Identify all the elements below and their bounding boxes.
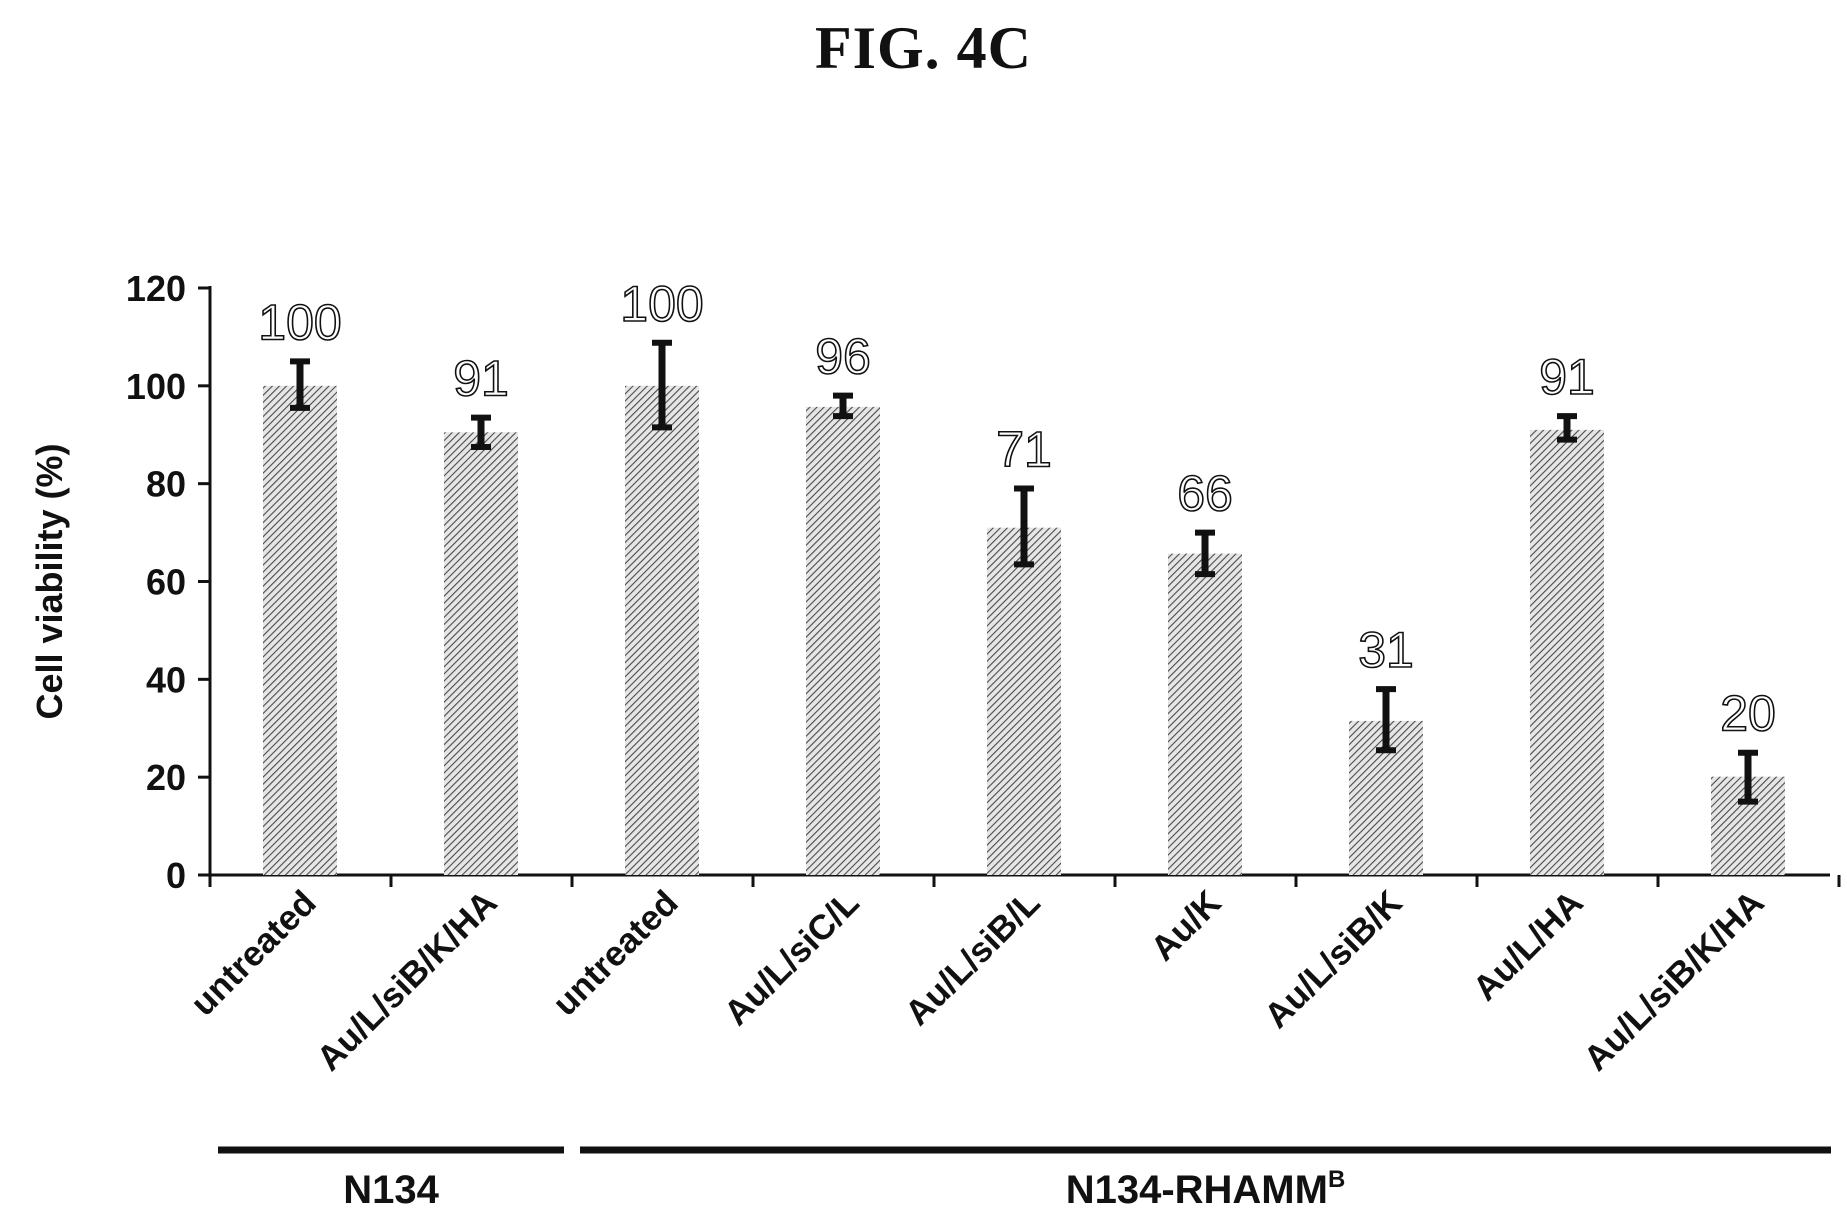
data-label: 91	[1539, 349, 1595, 405]
data-label: 100	[258, 294, 341, 350]
y-tick-label: 60	[146, 562, 186, 603]
data-label: 31	[1358, 622, 1414, 678]
category-label: Au/K	[1143, 883, 1228, 968]
group-label: N134-RHAMMB	[1066, 1166, 1346, 1212]
group-label-name: N134-RHAMM	[1066, 1168, 1328, 1212]
group-label-superscript: B	[1328, 1166, 1345, 1193]
bar	[625, 385, 699, 875]
bar	[806, 406, 880, 875]
bar	[987, 527, 1061, 875]
category-label: Au/L/HA	[1465, 883, 1590, 1008]
bar	[444, 432, 518, 875]
bar	[263, 385, 337, 875]
data-label: 96	[815, 329, 871, 385]
category-label: untreated	[545, 883, 685, 1023]
data-label: 71	[996, 422, 1052, 478]
y-tick-label: 20	[146, 757, 186, 798]
data-label: 66	[1177, 466, 1233, 522]
category-label: untreated	[183, 883, 323, 1023]
category-label: Au/L/siC/L	[717, 883, 867, 1033]
bar	[1530, 429, 1604, 875]
y-axis-label: Cell viability (%)	[29, 443, 70, 719]
y-tick-label: 0	[166, 855, 186, 896]
figure-title: FIG. 4C	[815, 15, 1032, 81]
group-label: N134	[343, 1168, 439, 1212]
category-label: Au/L/siB/K/HA	[309, 883, 504, 1078]
data-label: 20	[1720, 686, 1776, 742]
category-label: Au/L/siB/K/HA	[1576, 883, 1771, 1078]
data-label: 91	[453, 351, 509, 407]
group-label-name: N134	[343, 1168, 439, 1212]
category-label: Au/L/siB/L	[898, 883, 1048, 1033]
data-label: 100	[620, 276, 703, 332]
y-tick-label: 80	[146, 464, 186, 505]
y-tick-label: 40	[146, 659, 186, 700]
category-label: Au/L/siB/K	[1257, 883, 1410, 1036]
y-tick-label: 120	[126, 268, 186, 309]
bar	[1168, 553, 1242, 875]
y-tick-label: 100	[126, 366, 186, 407]
